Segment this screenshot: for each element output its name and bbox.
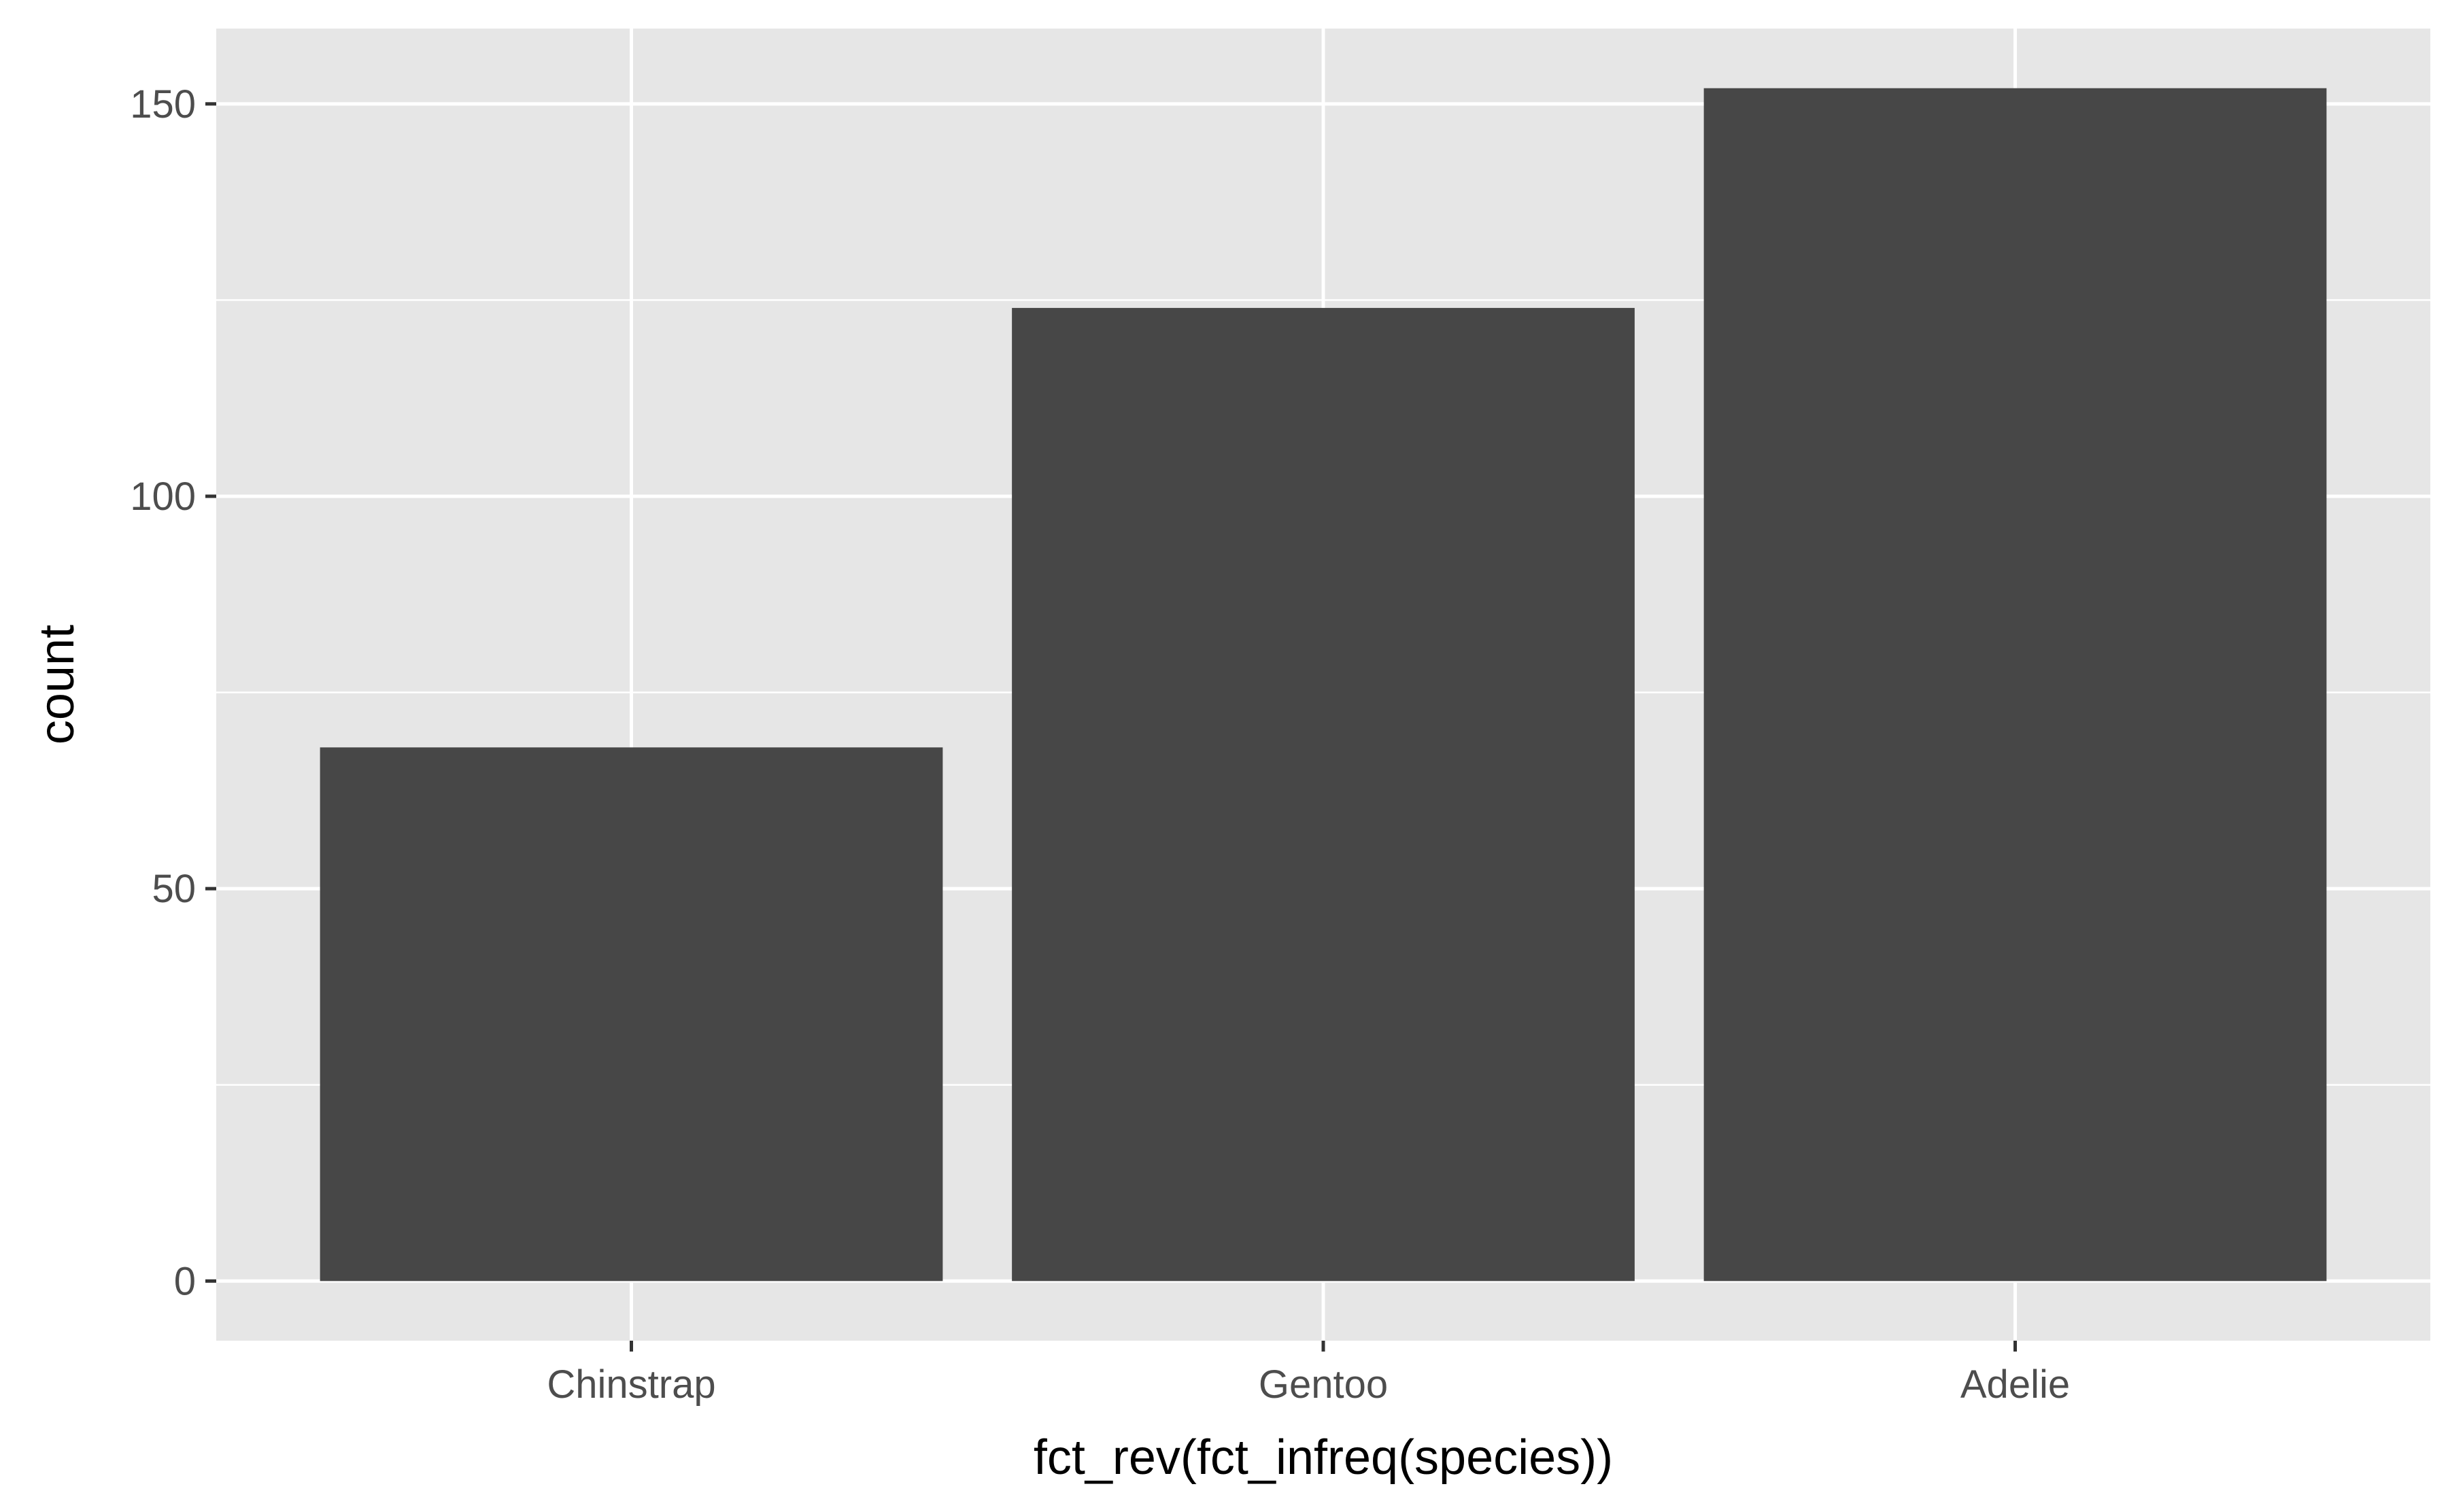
y-tick-label: 50 — [152, 867, 196, 911]
bars — [320, 88, 2327, 1282]
x-axis-title: fct_rev(fct_infreq(species)) — [1034, 1430, 1613, 1485]
x-tick-label-chinstrap: Chinstrap — [547, 1362, 715, 1407]
x-tick-label-gentoo: Gentoo — [1259, 1362, 1388, 1407]
y-axis-title: count — [30, 625, 84, 744]
y-tick-label: 150 — [130, 82, 196, 126]
y-tick-label: 100 — [130, 475, 196, 519]
y-tick-label: 0 — [174, 1259, 196, 1303]
bar-chinstrap — [320, 747, 943, 1282]
x-axis: Chinstrap Gentoo Adelie — [547, 1341, 2070, 1407]
x-tick-label-adelie: Adelie — [1960, 1362, 2070, 1407]
bar-gentoo — [1012, 307, 1635, 1282]
y-axis: 0 50 100 150 — [130, 82, 216, 1303]
bar-adelie — [1703, 88, 2327, 1282]
